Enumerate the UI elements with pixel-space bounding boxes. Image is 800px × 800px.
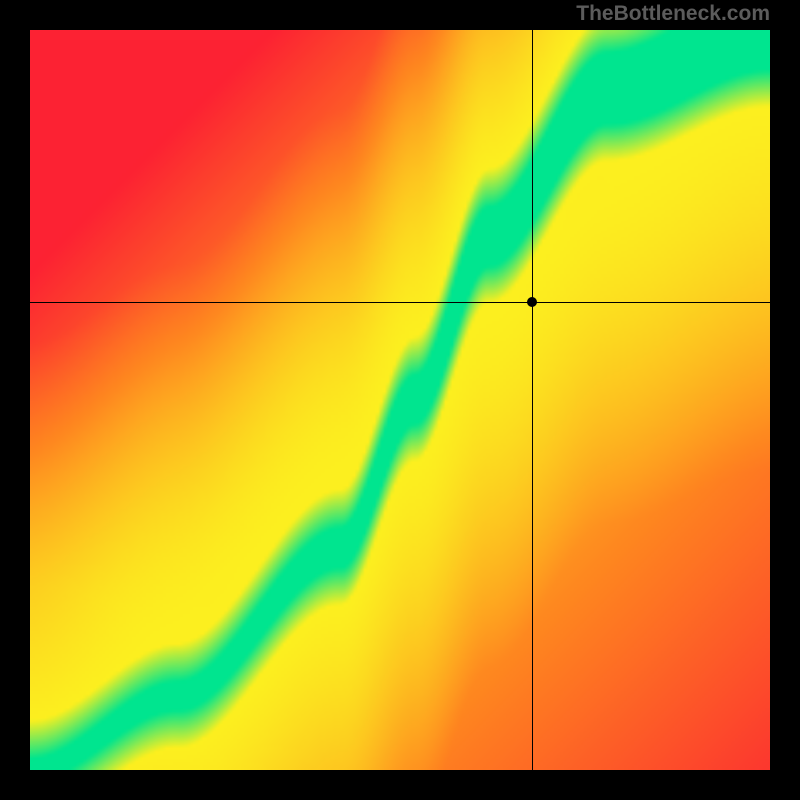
chart-container: TheBottleneck.com bbox=[0, 0, 800, 800]
heatmap-canvas bbox=[30, 30, 770, 770]
plot-area bbox=[30, 30, 770, 770]
crosshair-marker bbox=[527, 297, 537, 307]
crosshair-vertical bbox=[532, 30, 533, 770]
crosshair-horizontal bbox=[30, 302, 770, 303]
watermark-text: TheBottleneck.com bbox=[576, 2, 770, 26]
